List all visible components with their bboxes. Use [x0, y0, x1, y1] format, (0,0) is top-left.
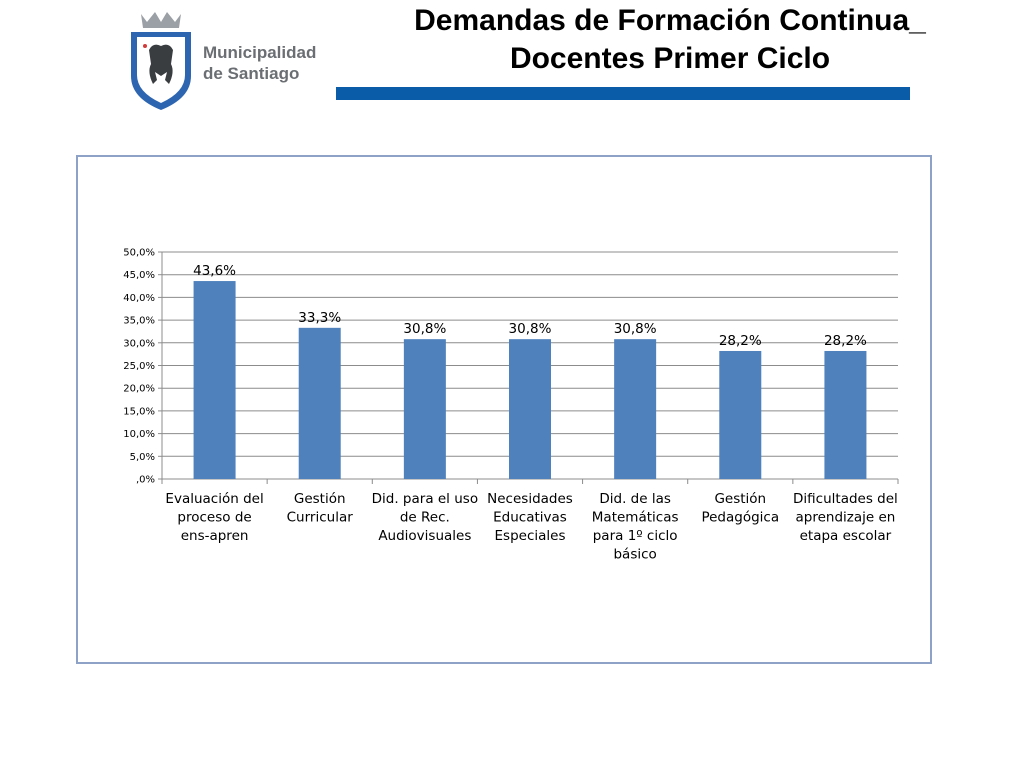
y-tick-label: 5,0% [130, 452, 155, 463]
bar [193, 281, 236, 479]
logo-line-1: Municipalidad [203, 43, 317, 62]
bar [298, 327, 341, 479]
crest-icon [131, 12, 191, 110]
data-label: 30,8% [509, 321, 552, 337]
y-tick-label: 35,0% [123, 316, 155, 327]
bar-chart: ,0% 5,0% 10,0% 15,0% 20,0% 25,0% 30,0% 35,0% 40,… [123, 248, 899, 563]
y-tick-label: 30,0% [123, 338, 155, 349]
category-label: Gestión [294, 491, 346, 507]
bar [614, 339, 657, 479]
category-label: Especiales [495, 528, 566, 544]
category-label: Did. para el uso [372, 491, 478, 507]
y-tick-label: 50,0% [123, 248, 155, 259]
category-label: Did. de las [599, 491, 671, 507]
chart-frame: ,0% 5,0% 10,0% 15,0% 20,0% 25,0% 30,0% 35,0% 40,… [76, 155, 932, 664]
data-label: 28,2% [719, 333, 762, 349]
slide-title: Demandas de Formación Continua_ Docentes… [360, 2, 980, 78]
category-label: Curricular [287, 510, 354, 526]
category-label: Pedagógica [701, 510, 779, 526]
data-label: 43,6% [193, 263, 236, 279]
category-label: Evaluación del [165, 491, 263, 507]
category-label: proceso de [177, 510, 251, 526]
data-label: 33,3% [298, 310, 341, 326]
category-label: aprendizaje en [795, 510, 895, 526]
category-label: Matemáticas [592, 510, 679, 526]
y-tick-label: 15,0% [123, 406, 155, 417]
category-label: etapa escolar [800, 528, 892, 544]
title-line-1: Demandas de Formación Continua_ [414, 4, 926, 37]
y-tick-label: 20,0% [123, 384, 155, 395]
category-label: Gestión [714, 491, 766, 507]
y-tick-label: 40,0% [123, 293, 155, 304]
data-label: 30,8% [403, 321, 446, 337]
category-label: para 1º ciclo [593, 528, 678, 544]
y-tick-label: ,0% [136, 475, 155, 486]
category-label: Necesidades [487, 491, 573, 507]
title-line-2: Docentes Primer Ciclo [509, 42, 831, 75]
bar [403, 339, 446, 479]
data-label: 30,8% [614, 321, 657, 337]
municipal-logo: Municipalidad de Santiago [121, 6, 336, 118]
y-tick-label: 10,0% [123, 429, 155, 440]
data-label: 28,2% [824, 333, 867, 349]
y-tick-label: 45,0% [123, 270, 155, 281]
y-tick-label: 25,0% [123, 361, 155, 372]
bar [824, 350, 867, 479]
header-bar [336, 87, 910, 100]
category-label: ens-apren [181, 528, 249, 544]
logo-line-2: de Santiago [203, 64, 300, 83]
category-label: Audiovisuales [378, 528, 471, 544]
category-label: Educativas [493, 510, 567, 526]
category-label: de Rec. [400, 510, 450, 526]
bar [509, 339, 551, 479]
category-label: Dificultades del [793, 491, 898, 507]
logo-text: Municipalidad de Santiago [203, 42, 316, 84]
bar [719, 350, 762, 479]
category-label: básico [613, 547, 656, 563]
